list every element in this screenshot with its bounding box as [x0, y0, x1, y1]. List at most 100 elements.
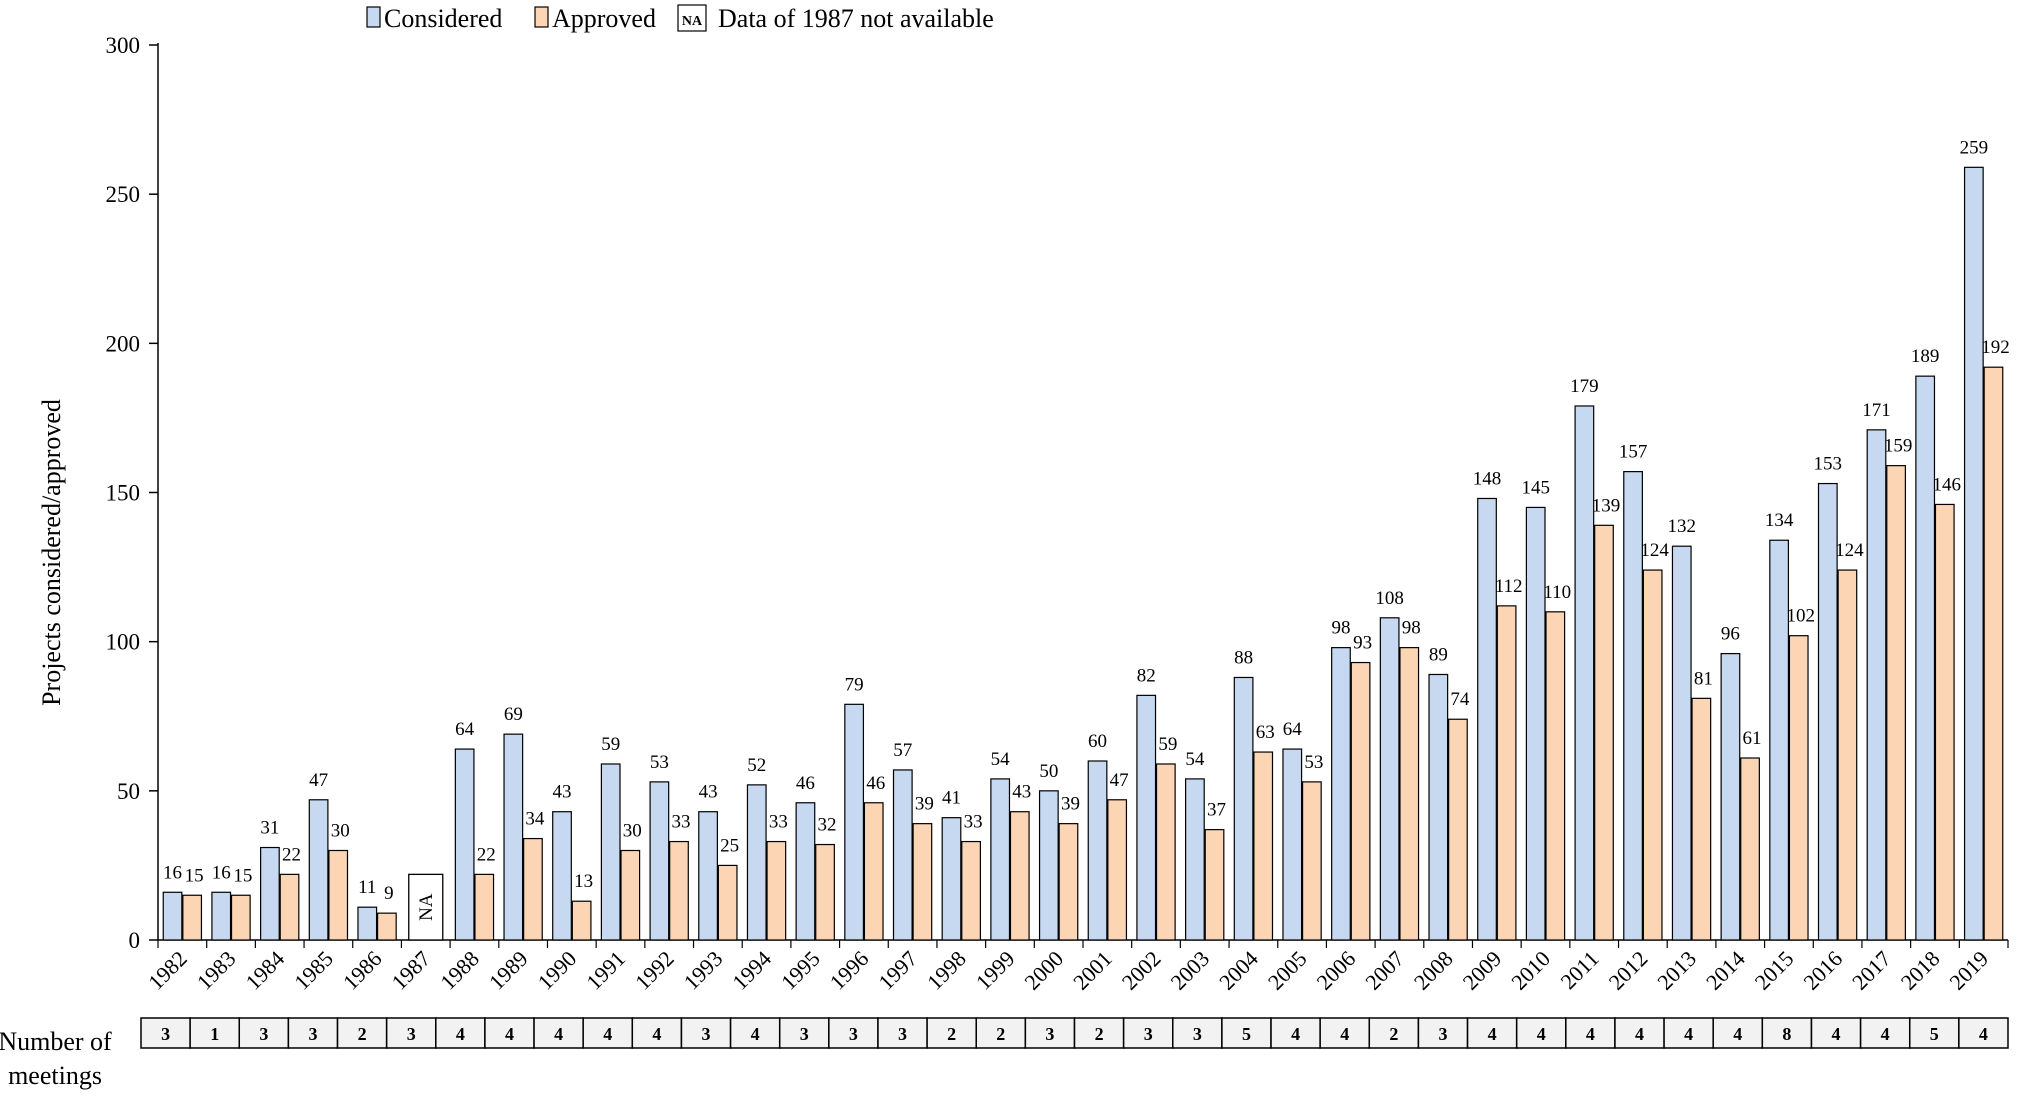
x-tick-label: 2019 — [1944, 946, 1993, 995]
bar-approved — [620, 849, 641, 941]
x-tick-label: 2018 — [1896, 946, 1945, 995]
legend: Considered Approved NA Data of 1987 not … — [366, 4, 994, 33]
na-box — [408, 873, 444, 941]
legend-label-considered: Considered — [384, 4, 502, 33]
bar-considered — [1963, 166, 1984, 941]
data-label-considered: 41 — [942, 788, 961, 809]
meetings-cell — [582, 1017, 634, 1049]
x-tick-label: 1993 — [679, 946, 728, 995]
meetings-title-line1: Number of — [0, 1027, 112, 1056]
bar-considered — [1915, 375, 1936, 941]
bar-considered — [552, 811, 572, 941]
meetings-value: 4 — [1684, 1024, 1693, 1044]
x-tick-label: 2001 — [1068, 946, 1117, 995]
bar-considered — [649, 781, 670, 941]
bar-considered — [308, 799, 329, 941]
meetings-value: 4 — [1832, 1024, 1841, 1044]
bar-considered — [600, 763, 621, 941]
data-label-approved: 30 — [623, 821, 642, 842]
legend-label-approved: Approved — [552, 4, 656, 33]
data-label-considered: 69 — [504, 704, 523, 725]
data-label-considered: 52 — [747, 755, 766, 776]
meetings-value: 5 — [1930, 1024, 1939, 1044]
meetings-value: 3 — [161, 1024, 170, 1044]
x-tick-label: 1982 — [143, 946, 192, 995]
bar-approved — [1594, 524, 1614, 941]
data-label-considered: 189 — [1911, 346, 1940, 367]
meetings-cell — [140, 1017, 191, 1049]
data-label-approved: 43 — [1012, 782, 1031, 803]
bar-approved — [1545, 611, 1566, 941]
x-tick-label: 1997 — [873, 946, 922, 995]
bar-considered — [941, 817, 962, 941]
data-label-considered: 79 — [845, 674, 864, 695]
meetings-cell — [877, 1017, 928, 1049]
data-label-considered: 82 — [1137, 665, 1156, 686]
bar-approved — [1204, 829, 1225, 941]
bar-approved — [717, 864, 738, 941]
bar-approved — [1009, 811, 1030, 941]
bar-considered — [260, 846, 280, 941]
meetings-cell — [1958, 1017, 2009, 1049]
x-tick-label: 2002 — [1117, 946, 1166, 995]
x-tick-label: 1992 — [630, 946, 679, 995]
meetings-cell — [1221, 1017, 1272, 1049]
bar-approved — [230, 894, 251, 941]
data-label-approved: 139 — [1592, 495, 1621, 516]
data-label-approved: 102 — [1786, 606, 1815, 627]
legend-na-box — [677, 4, 707, 32]
bar-approved — [1642, 569, 1663, 941]
data-label-approved: 63 — [1256, 722, 1275, 743]
x-tick-label: 2007 — [1360, 946, 1409, 995]
bar-approved — [766, 840, 787, 941]
x-tick-label: 2008 — [1409, 946, 1458, 995]
x-tick-label: 2009 — [1458, 946, 1507, 995]
x-tick-label: 1983 — [192, 946, 241, 995]
y-tick-label: 100 — [106, 630, 141, 655]
meetings-value: 4 — [554, 1024, 563, 1044]
meetings-value: 4 — [1291, 1024, 1300, 1044]
meetings-cell — [1908, 1017, 1960, 1049]
bar-approved — [1448, 718, 1468, 941]
bar-considered — [1769, 539, 1790, 941]
meetings-value: 3 — [800, 1024, 809, 1044]
data-label-approved: 81 — [1694, 668, 1713, 689]
x-tick-label: 2000 — [1019, 946, 1068, 995]
meetings-value: 5 — [1242, 1024, 1251, 1044]
bar-approved — [1496, 605, 1517, 941]
data-label-considered: 259 — [1960, 137, 1989, 158]
data-label-approved: 46 — [866, 773, 885, 794]
data-label-considered: 47 — [309, 770, 328, 791]
bar-considered — [1866, 429, 1887, 941]
bar-considered — [1477, 497, 1497, 941]
data-label-approved: 34 — [525, 809, 545, 830]
x-tick-label: 2012 — [1604, 946, 1653, 995]
meetings-value: 2 — [1389, 1024, 1398, 1044]
x-tick-label: 2011 — [1556, 946, 1604, 994]
meetings-cell — [287, 1017, 339, 1049]
data-label-considered: 16 — [212, 862, 231, 883]
x-tick-label: 1991 — [581, 946, 630, 995]
x-tick-label: 1989 — [484, 946, 533, 995]
bar-considered — [1379, 617, 1400, 941]
bar-approved — [669, 840, 689, 941]
legend-label-na: Data of 1987 not available — [718, 4, 994, 33]
bar-considered — [892, 769, 913, 941]
data-label-considered: 31 — [260, 818, 279, 839]
data-label-approved: 37 — [1207, 800, 1226, 821]
meetings-cell — [729, 1017, 781, 1049]
y-tick-label: 150 — [106, 481, 141, 506]
meetings-cell — [926, 1017, 977, 1049]
data-label-considered: 60 — [1088, 731, 1107, 752]
x-tick-label: 1988 — [435, 946, 484, 995]
meetings-value: 4 — [1488, 1024, 1497, 1044]
meetings-cell — [680, 1017, 732, 1049]
data-label-considered: 89 — [1429, 644, 1448, 665]
bar-considered — [1136, 694, 1157, 941]
meetings-value: 4 — [1586, 1024, 1595, 1044]
meetings-value: 4 — [1881, 1024, 1890, 1044]
data-label-considered: 171 — [1862, 400, 1891, 421]
meetings-value: 2 — [947, 1024, 956, 1044]
data-label-approved: 110 — [1543, 582, 1571, 603]
